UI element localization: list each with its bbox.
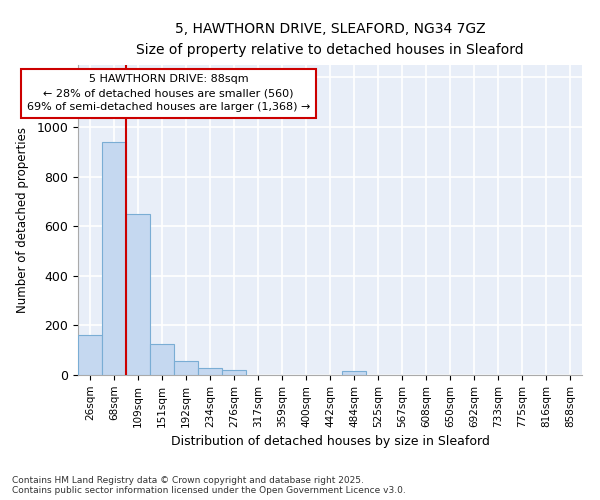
X-axis label: Distribution of detached houses by size in Sleaford: Distribution of detached houses by size …	[170, 435, 490, 448]
Bar	[150, 344, 174, 375]
Bar	[102, 142, 126, 375]
Y-axis label: Number of detached properties: Number of detached properties	[16, 127, 29, 313]
Title: 5, HAWTHORN DRIVE, SLEAFORD, NG34 7GZ
Size of property relative to detached hous: 5, HAWTHORN DRIVE, SLEAFORD, NG34 7GZ Si…	[136, 22, 524, 57]
Bar	[174, 362, 198, 375]
Text: Contains HM Land Registry data © Crown copyright and database right 2025.
Contai: Contains HM Land Registry data © Crown c…	[12, 476, 406, 495]
Bar	[78, 336, 102, 375]
Bar	[126, 214, 150, 375]
Bar	[198, 368, 222, 375]
Bar	[342, 372, 366, 375]
Bar	[222, 370, 246, 375]
Text: 5 HAWTHORN DRIVE: 88sqm
← 28% of detached houses are smaller (560)
69% of semi-d: 5 HAWTHORN DRIVE: 88sqm ← 28% of detache…	[27, 74, 310, 112]
